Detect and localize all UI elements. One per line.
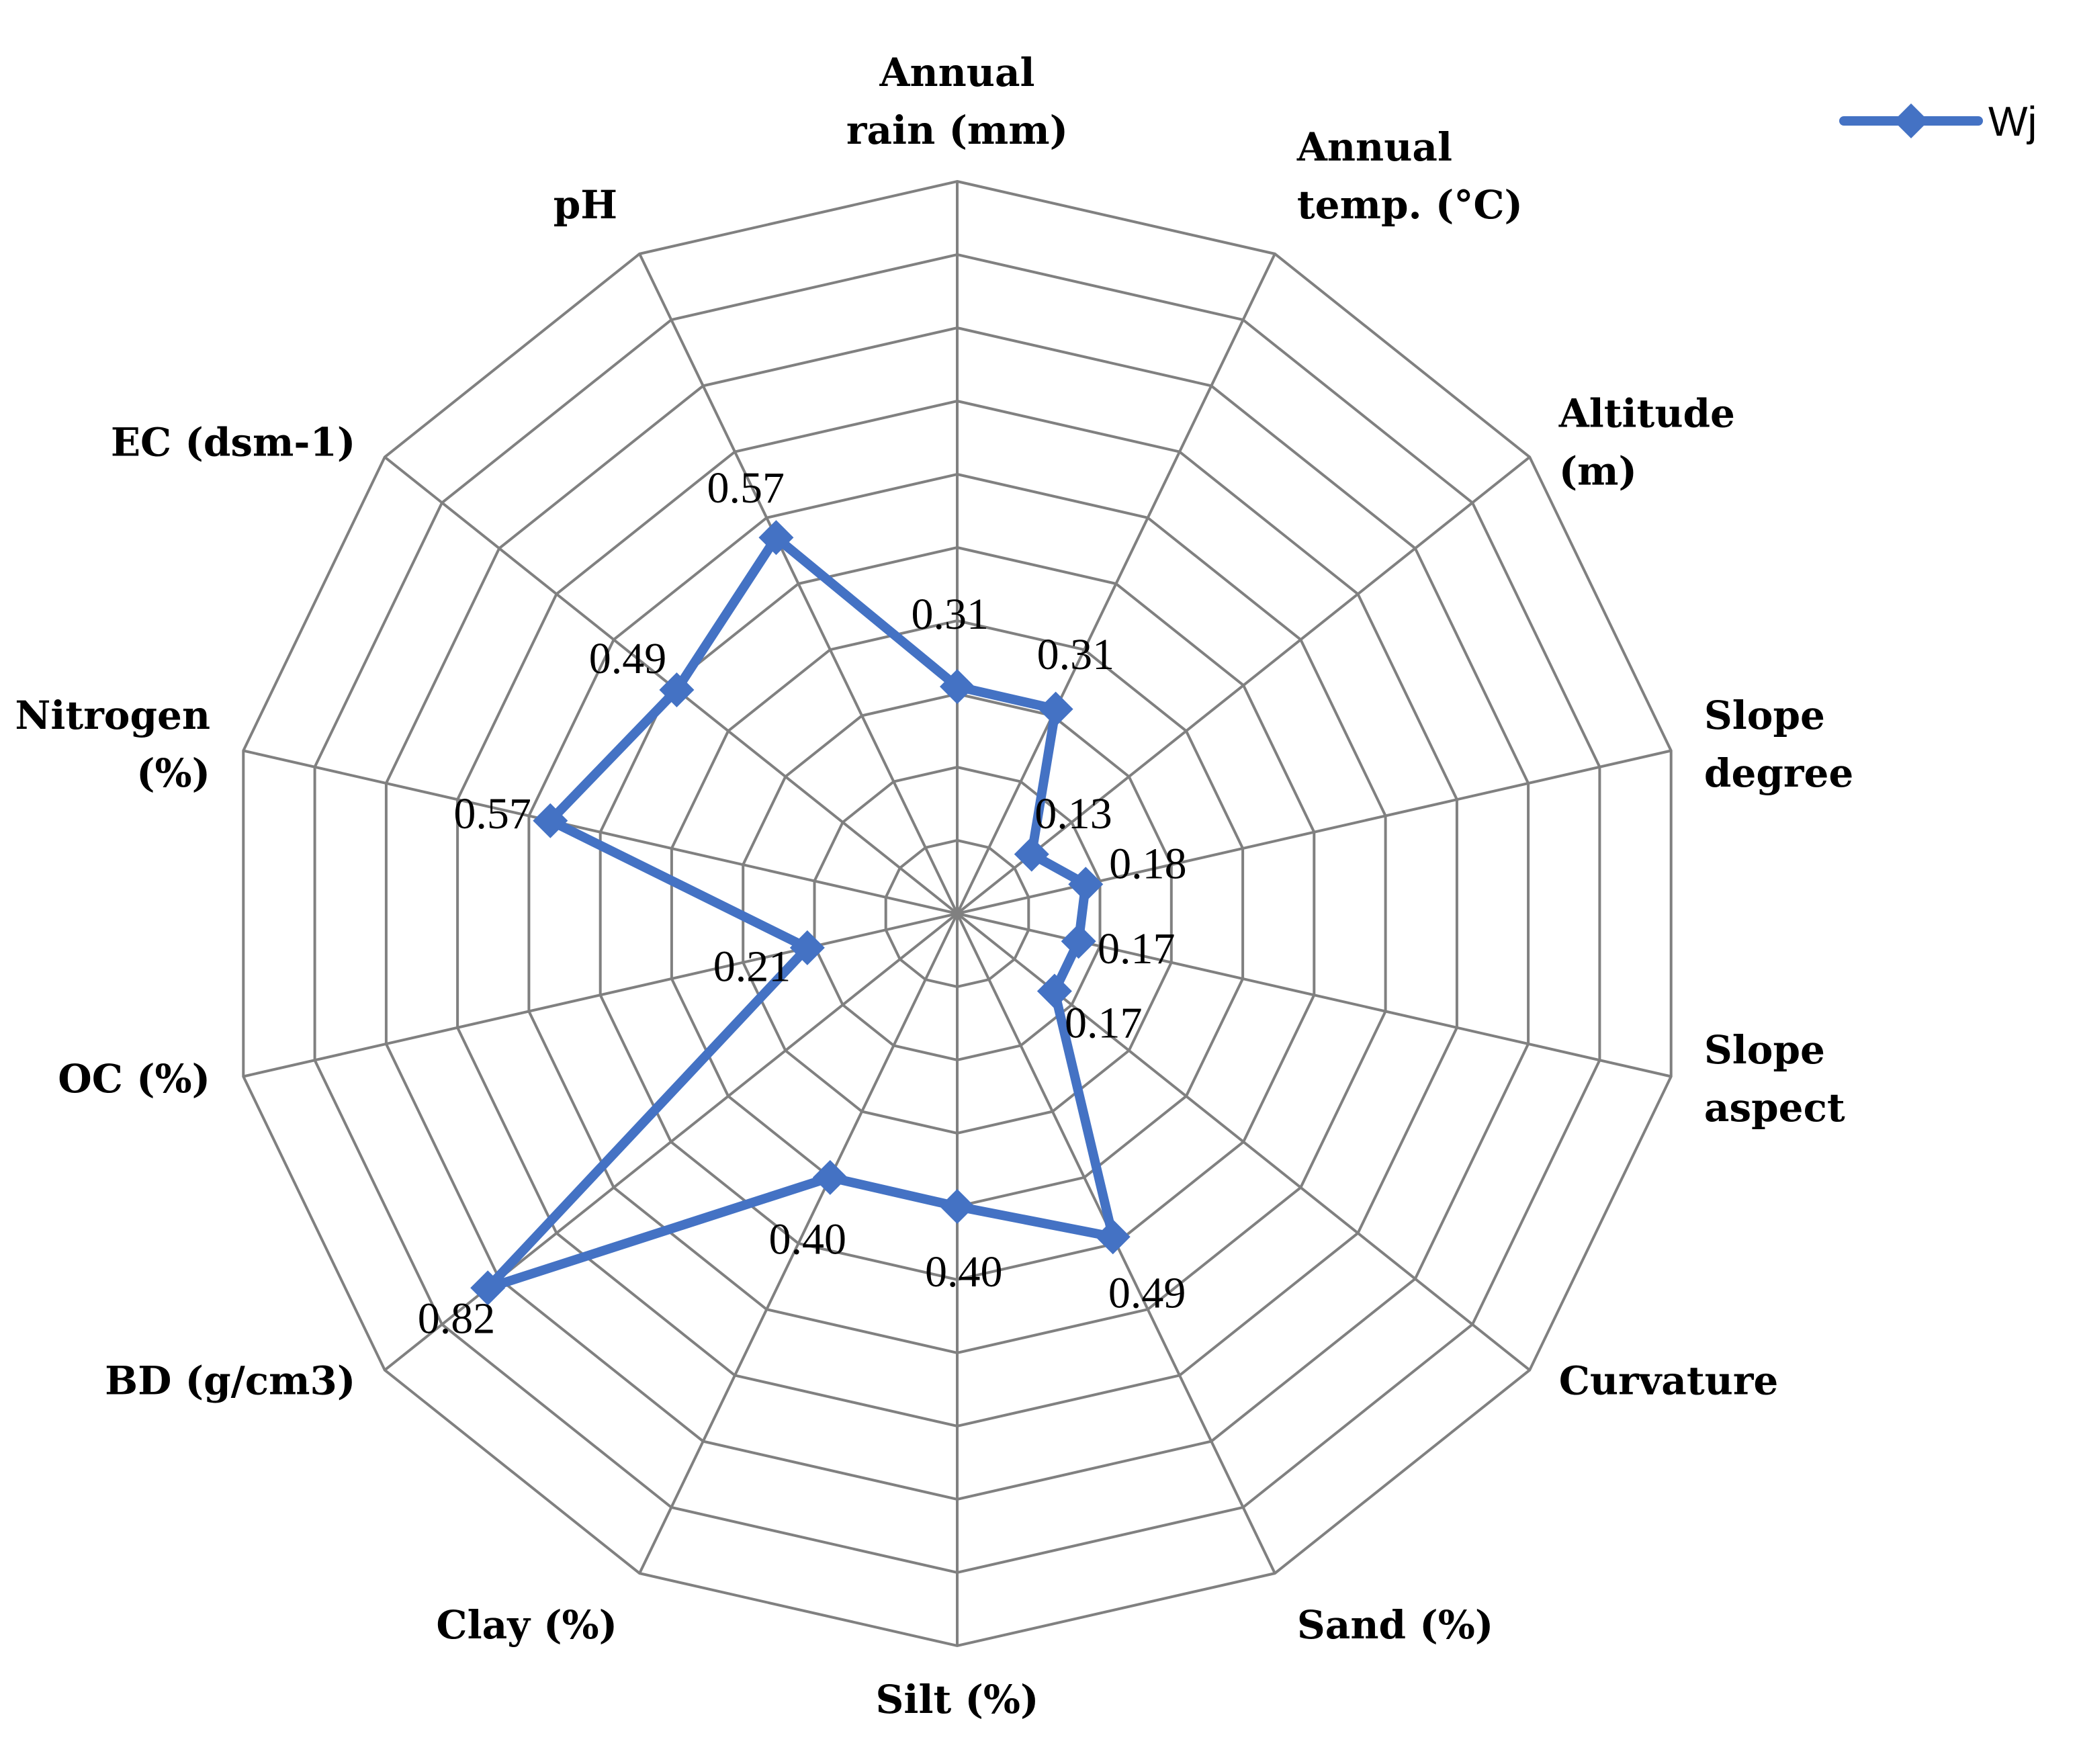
category-label: rain (mm) — [846, 107, 1068, 153]
data-label: 0.57 — [453, 789, 531, 838]
data-label: 0.21 — [713, 942, 791, 991]
data-point — [940, 1189, 975, 1224]
series-line-wj — [483, 533, 1118, 1293]
radar-grid — [242, 179, 1673, 1648]
legend: Wj — [1839, 99, 2037, 145]
category-label: aspect — [1704, 1085, 1845, 1131]
category-label: OC (%) — [58, 1056, 210, 1102]
category-label: Annual — [1296, 124, 1452, 170]
category-label: Sand (%) — [1297, 1602, 1493, 1648]
data-point — [1068, 867, 1104, 902]
data-point — [1095, 1219, 1131, 1255]
grid-spoke — [638, 253, 959, 914]
grid-spoke — [956, 455, 1531, 915]
category-label: pH — [554, 182, 617, 228]
data-point — [1061, 924, 1096, 959]
grid-spoke — [956, 912, 1531, 1372]
data-label: 0.18 — [1109, 839, 1187, 888]
data-point — [812, 1159, 848, 1195]
data-label: 0.49 — [589, 634, 667, 683]
data-point — [758, 520, 794, 556]
data-label: 0.17 — [1098, 924, 1176, 973]
data-point — [470, 1270, 506, 1306]
data-label: 0.49 — [1108, 1269, 1186, 1318]
data-point — [940, 669, 975, 705]
category-label: (%) — [136, 750, 210, 796]
category-label: temp. (°C) — [1297, 182, 1523, 228]
data-point — [1014, 836, 1049, 872]
data-label: 0.82 — [418, 1294, 496, 1343]
category-label: EC (dsm-1) — [111, 420, 355, 466]
grid-spoke — [242, 749, 958, 915]
data-labels: 0.31 0.31 0.130.18 0.17 0.17 0.49 0.40 0.40 0.82… — [418, 464, 1187, 1343]
category-label: BD (g/cm3) — [105, 1358, 355, 1403]
category-label: degree — [1704, 750, 1853, 796]
data-label: 0.40 — [925, 1247, 1003, 1296]
data-point — [789, 930, 825, 965]
category-label: Silt (%) — [876, 1677, 1039, 1722]
data-label: 0.40 — [769, 1215, 847, 1264]
data-point — [533, 803, 568, 838]
category-label: (m) — [1559, 449, 1637, 494]
data-point — [1036, 973, 1072, 1009]
data-label: 0.57 — [707, 464, 785, 513]
data-label: 0.13 — [1034, 789, 1112, 838]
data-point — [659, 672, 695, 707]
legend-label-wj: Wj — [1988, 99, 2037, 145]
category-label: Slope — [1704, 693, 1825, 738]
data-label: 0.31 — [1037, 630, 1115, 679]
category-label: Curvature — [1559, 1358, 1779, 1403]
data-label: 0.17 — [1065, 999, 1143, 1048]
radar-series — [470, 520, 1131, 1306]
grid-spoke — [956, 253, 1276, 914]
category-label: Nitrogen — [15, 693, 210, 738]
category-label: Altitude — [1558, 391, 1735, 437]
category-label: Slope — [1704, 1027, 1825, 1073]
category-label: Annual — [879, 50, 1034, 95]
category-label: Clay (%) — [436, 1602, 617, 1648]
data-label: 0.31 — [912, 590, 989, 639]
grid-spoke — [638, 913, 959, 1574]
data-point — [1038, 691, 1073, 727]
grid-spoke — [242, 912, 958, 1078]
legend-marker-wj — [1894, 103, 1929, 138]
category-labels: Annual rain (mm) Annual temp. (°C) Altitude (… — [15, 50, 1853, 1722]
